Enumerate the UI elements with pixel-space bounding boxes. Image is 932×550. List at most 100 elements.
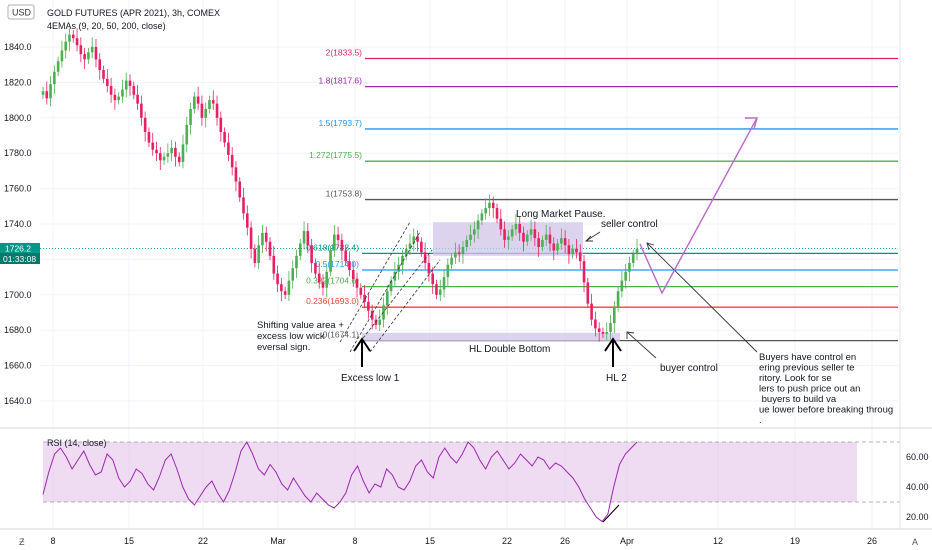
- fib-level-label: 1.5(1793.7): [319, 118, 363, 128]
- candle-body: [533, 229, 537, 239]
- candle-body: [162, 156, 166, 161]
- price-badge-value: 1726.2: [5, 244, 31, 254]
- candle-body: [408, 243, 412, 249]
- candle-body: [385, 291, 389, 306]
- candle-body: [314, 262, 317, 274]
- candle-body: [461, 247, 465, 255]
- countdown-badge: [0, 253, 40, 264]
- fib-level-label: 0.382(1704.6): [306, 276, 359, 286]
- fib-level-label: 0.236(1693.0): [306, 296, 359, 306]
- candle-body: [537, 238, 540, 248]
- candle-body: [177, 156, 181, 163]
- candle-body: [359, 287, 363, 295]
- candle-body: [529, 229, 533, 235]
- buyers-note-pointer-head: [646, 242, 655, 251]
- candle-body: [268, 241, 272, 256]
- candle-body: [340, 239, 344, 251]
- candle-body: [295, 255, 298, 269]
- fib-level-label: 0(1674.1): [323, 330, 360, 340]
- candle-body: [64, 41, 68, 51]
- rsi-pane: [42, 440, 900, 523]
- candle-body: [370, 310, 374, 320]
- candle-body: [287, 280, 291, 295]
- candle-body: [605, 331, 609, 334]
- candle-body: [457, 252, 461, 255]
- candle-body: [556, 243, 559, 251]
- annotation-buyers-note: Buyers have control en ering previous sel…: [759, 352, 893, 426]
- candle-body: [98, 59, 102, 71]
- candles: [41, 28, 639, 342]
- candle-body: [329, 250, 332, 272]
- candle-body: [438, 289, 442, 295]
- candle-body: [499, 218, 503, 230]
- x-tick-label: Mar: [270, 536, 286, 546]
- candle-body: [612, 307, 616, 324]
- annotation-hl-double-bottom: HL Double Bottom: [469, 344, 550, 355]
- x-tick-label: 26: [867, 536, 877, 546]
- candle-body: [631, 254, 635, 263]
- candle-body: [234, 167, 238, 182]
- candle-body: [128, 80, 132, 86]
- y-tick-label: 1800.0: [4, 113, 32, 123]
- y-tick-label: 1700.0: [4, 290, 32, 300]
- candle-body: [321, 282, 325, 288]
- candle-body: [620, 280, 624, 292]
- candle-body: [469, 234, 472, 240]
- buyer-control-pointer: [626, 331, 657, 359]
- candle-body: [140, 103, 143, 118]
- candle-body: [435, 284, 438, 295]
- candle-body: [181, 144, 185, 163]
- candle-body: [208, 100, 211, 109]
- x-tick-label: 8: [352, 536, 357, 546]
- rsi-y-tick-label: 40.00: [906, 482, 929, 492]
- candle-body: [325, 271, 329, 288]
- buyers-note-pointer: [646, 242, 758, 353]
- annotation-buyer-control: buyer control: [660, 363, 718, 374]
- x-tick-label: 15: [124, 536, 134, 546]
- candle-body: [635, 248, 639, 255]
- buyer-control-pointer-head: [626, 331, 635, 339]
- candle-body: [616, 291, 620, 308]
- candle-body: [261, 232, 264, 246]
- candle-body: [158, 153, 162, 161]
- candle-body: [442, 277, 446, 290]
- candle-body: [344, 250, 347, 262]
- candle-body: [423, 252, 427, 263]
- candle-body: [253, 248, 257, 263]
- y-tick-label: 1760.0: [4, 184, 32, 194]
- candle-body: [420, 241, 423, 253]
- annotation-marks: [339, 117, 758, 367]
- candle-body: [484, 208, 487, 214]
- candle-body: [393, 271, 397, 281]
- candle-body: [355, 278, 359, 288]
- candle-body: [450, 257, 453, 265]
- zoom-icon[interactable]: Ƶ: [19, 537, 25, 547]
- rsi-title: RSI (14, close): [47, 438, 107, 448]
- auto-scale-icon[interactable]: A: [912, 537, 918, 547]
- currency-badge[interactable]: [7, 4, 35, 20]
- candle-body: [87, 52, 90, 60]
- hl2-arrowhead: [604, 337, 622, 352]
- fib-level-label: 0.618(1723.4): [306, 242, 359, 252]
- excess-low-arrowhead: [353, 337, 371, 352]
- candle-body: [503, 229, 506, 240]
- candle-body: [401, 255, 404, 265]
- candle-body: [317, 273, 321, 283]
- candle-body: [525, 234, 529, 242]
- candle-body: [94, 47, 98, 60]
- candle-body: [590, 303, 593, 320]
- candle-body: [427, 262, 431, 274]
- fib-level-label: 1.272(1775.5): [309, 150, 362, 160]
- grid: [40, 0, 898, 528]
- candle-body: [71, 34, 75, 39]
- candle-body: [416, 236, 419, 242]
- projection-arrowhead: [745, 117, 758, 130]
- candle-body: [454, 252, 457, 258]
- rsi-line: [42, 440, 638, 523]
- candle-body: [200, 103, 204, 118]
- candle-body: [412, 236, 416, 244]
- candle-body: [473, 229, 476, 235]
- x-tick-label: 19: [790, 536, 800, 546]
- x-tick-label: 12: [713, 536, 723, 546]
- candle-body: [404, 248, 408, 256]
